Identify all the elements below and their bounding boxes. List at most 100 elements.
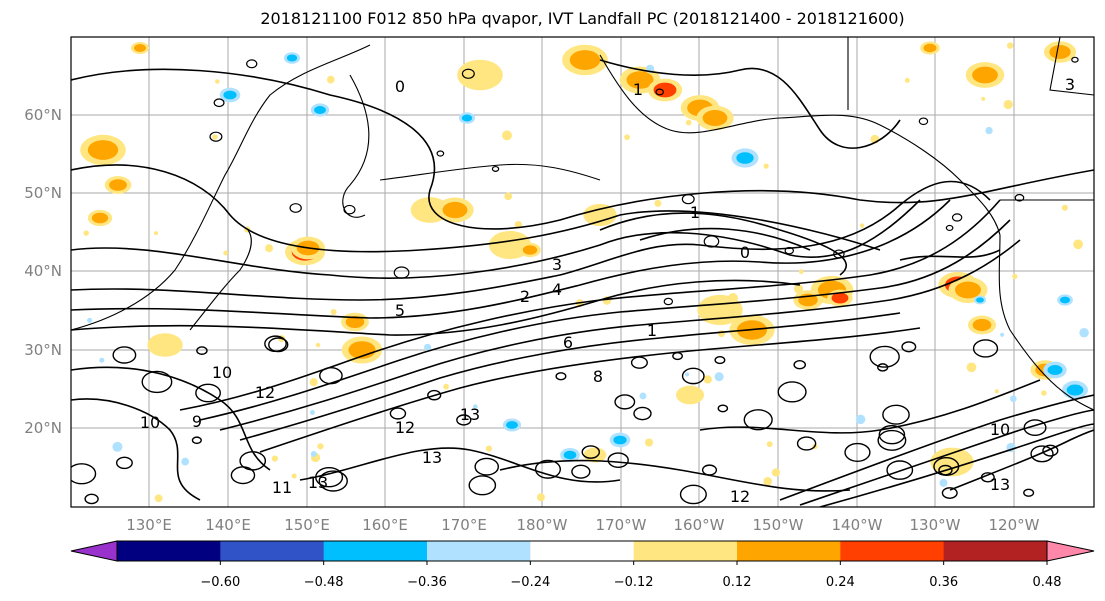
ivt-contour-loop (1023, 488, 1035, 497)
anomaly-core-neg (1066, 384, 1084, 396)
anomaly-core (588, 207, 612, 223)
ivt-contour-loop (474, 457, 500, 476)
ivt-contour-line (71, 366, 271, 471)
anomaly-core (522, 245, 538, 255)
ivt-contour-loop (1030, 445, 1054, 463)
anomaly-core-neg (1059, 296, 1071, 304)
ivt-contour-loop (655, 88, 664, 96)
colorbar-tick-label: −0.60 (200, 575, 240, 590)
ivt-contour-loop (630, 356, 648, 369)
anomaly-core (91, 212, 109, 224)
ivt-contour-loop (614, 394, 636, 410)
contour-value-label: 0 (395, 77, 405, 96)
ivt-contour-line (71, 199, 951, 319)
ivt-contour-loop (1014, 193, 1025, 202)
anomaly-core-neg (976, 297, 984, 303)
ivt-contour-loop (777, 381, 807, 403)
anomaly-speck (309, 410, 315, 415)
coastline (342, 74, 370, 218)
anomaly-speck (473, 404, 478, 409)
figure-title: 2018121100 F012 850 hPa qvapor, IVT Land… (260, 9, 905, 28)
anomaly-core-neg (1047, 364, 1063, 376)
ivt-contour-loop (213, 98, 225, 108)
anomaly-speck (309, 378, 318, 387)
ivt-contour-loop (318, 470, 348, 492)
contour-value-label: 13 (308, 473, 328, 492)
anomaly-core (133, 44, 147, 52)
colorbar-tick-label: 0.12 (723, 575, 752, 590)
anomaly-speck (443, 383, 449, 390)
ivt-contour-line (299, 447, 621, 483)
ivt-contour-line (199, 219, 1011, 421)
contour-value-label: 10 (140, 413, 160, 432)
contour-value-label: 0 (740, 243, 750, 262)
ivt-contour-line (949, 429, 1094, 491)
colorbar-swatch (633, 541, 738, 561)
ivt-contour-loop (945, 224, 954, 232)
ivt-contour-line (71, 180, 991, 301)
ivt-contour-loop (877, 363, 889, 372)
lat-tick-label: 50°N (24, 184, 62, 202)
anomaly-speck (1012, 273, 1018, 280)
ivt-contour-loop (743, 409, 773, 431)
contour-value-label: 1 (690, 203, 700, 222)
lon-tick-label: 150°E (284, 516, 330, 534)
coastline (189, 229, 252, 331)
ivt-contour-loop (951, 213, 963, 222)
latitude-labels: 60°N 50°N 40°N 30°N 20°N (24, 106, 62, 437)
ivt-contour-loop (833, 249, 845, 259)
coastline (998, 234, 1094, 411)
anomaly-speck (685, 119, 692, 126)
anomaly-speck (763, 477, 772, 486)
ivt-contour-loop (393, 266, 410, 279)
anomaly-core-neg (506, 421, 518, 429)
anomaly-speck (793, 284, 804, 294)
ivt-contour-loop (882, 404, 910, 425)
ivt-contour-loop (844, 442, 871, 462)
anomaly-speck (639, 392, 647, 400)
anomaly-speck (536, 493, 545, 502)
ivt-contour-line (599, 59, 901, 149)
contour-value-label: 8 (593, 367, 603, 386)
anomaly-speck (271, 455, 278, 462)
ivt-contour-loop (456, 414, 472, 426)
anomaly-speck (265, 244, 274, 253)
anomaly-speck (859, 223, 865, 228)
anomaly-speck (317, 443, 324, 450)
anomaly-speck (424, 343, 432, 351)
anomaly-core (87, 140, 119, 160)
anomaly-speck (291, 473, 297, 479)
ivt-contour-loop (289, 203, 302, 213)
ivt-contour-line (71, 164, 881, 253)
ivt-contour-loop (886, 460, 914, 480)
anomaly-speck (504, 192, 513, 201)
anomaly-speck (1009, 395, 1017, 403)
contour-value-label: 5 (395, 301, 405, 320)
anomaly-speck (644, 438, 654, 447)
ivt-contour-loop (71, 463, 97, 485)
lon-tick-label: 130°E (126, 516, 172, 534)
contour-value-label: 13 (422, 448, 442, 467)
ivt-contour-loop (717, 404, 729, 413)
anomaly-speck (514, 220, 523, 229)
anomaly-speck (1006, 42, 1014, 49)
contour-value-label: 3 (552, 255, 562, 274)
ivt-contour-loop (115, 456, 133, 470)
ivt-contour-loop (663, 297, 674, 306)
colorbar-swatch (427, 541, 531, 561)
anomaly-speck (981, 96, 986, 101)
colorbar-swatch (943, 541, 1048, 561)
ivt-contours (71, 56, 1094, 507)
anomaly-speck (330, 309, 337, 316)
colorbar-frame (116, 540, 1048, 562)
anomaly-speck (966, 362, 977, 373)
coastlines (71, 37, 1094, 411)
ivt-contour-loop (980, 472, 995, 483)
anomaly-speck (310, 450, 317, 457)
anomaly-speck (1041, 390, 1047, 396)
lon-tick-label: 180°W (517, 516, 568, 534)
ivt-contour-line (599, 212, 847, 276)
colorbar-swatch (117, 541, 221, 561)
